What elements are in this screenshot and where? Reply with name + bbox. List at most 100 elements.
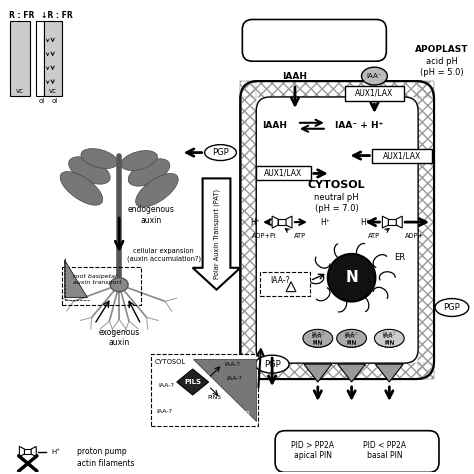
Bar bbox=[240, 81, 256, 379]
Polygon shape bbox=[396, 216, 402, 228]
Text: cellular expansion
(auxin accumulation?): cellular expansion (auxin accumulation?) bbox=[127, 248, 201, 262]
FancyBboxPatch shape bbox=[242, 19, 386, 61]
Polygon shape bbox=[304, 364, 332, 382]
Text: ↓R : FR: ↓R : FR bbox=[41, 11, 73, 20]
Text: vc: vc bbox=[16, 88, 24, 94]
Text: APOPLAST: APOPLAST bbox=[415, 45, 469, 54]
Text: PGP: PGP bbox=[444, 303, 460, 312]
Text: IAA⁻: IAA⁻ bbox=[383, 332, 396, 337]
Polygon shape bbox=[192, 178, 240, 290]
Text: PILS: PILS bbox=[184, 379, 201, 385]
Text: ADP+Pi: ADP+Pi bbox=[252, 233, 276, 239]
Text: Polar Auxin Transport (PAT): Polar Auxin Transport (PAT) bbox=[213, 189, 220, 279]
Text: AUX1/LAX: AUX1/LAX bbox=[356, 89, 393, 98]
Ellipse shape bbox=[60, 172, 103, 205]
Bar bbox=[240, 81, 434, 97]
Bar bbox=[260, 272, 310, 296]
Text: H⁺: H⁺ bbox=[320, 218, 330, 227]
Polygon shape bbox=[337, 364, 365, 382]
Ellipse shape bbox=[121, 151, 157, 171]
Text: IAA-?: IAA-? bbox=[227, 375, 242, 381]
Bar bbox=[151, 354, 258, 426]
Ellipse shape bbox=[110, 278, 128, 292]
Polygon shape bbox=[31, 447, 36, 456]
Text: PIN: PIN bbox=[346, 341, 357, 346]
Text: H⁺: H⁺ bbox=[361, 218, 371, 227]
Text: vc: vc bbox=[49, 88, 56, 94]
Text: IAA⁻
PIN: IAA⁻ PIN bbox=[311, 334, 325, 345]
Ellipse shape bbox=[337, 329, 366, 347]
Polygon shape bbox=[177, 369, 209, 395]
Ellipse shape bbox=[304, 331, 332, 347]
Text: IAA-?: IAA-? bbox=[159, 383, 175, 389]
Text: ol: ol bbox=[52, 98, 58, 104]
Ellipse shape bbox=[69, 157, 110, 184]
Text: IAA⁻ + H⁺: IAA⁻ + H⁺ bbox=[336, 121, 383, 130]
Ellipse shape bbox=[255, 355, 289, 373]
Text: IAAH: IAAH bbox=[283, 72, 308, 81]
Polygon shape bbox=[272, 216, 278, 228]
Text: IAA-?: IAA-? bbox=[224, 362, 240, 366]
Text: PIN5: PIN5 bbox=[208, 395, 221, 401]
FancyBboxPatch shape bbox=[240, 81, 434, 379]
Text: IAA⁻
PIN: IAA⁻ PIN bbox=[383, 334, 396, 345]
Text: IAAH: IAAH bbox=[263, 121, 288, 130]
Bar bbox=[25, 449, 31, 454]
Text: proton pump: proton pump bbox=[77, 447, 127, 456]
Ellipse shape bbox=[337, 331, 365, 347]
Polygon shape bbox=[192, 359, 256, 421]
Text: (pH = 5.0): (pH = 5.0) bbox=[420, 68, 464, 77]
Bar bbox=[388, 219, 396, 225]
Bar bbox=[10, 21, 30, 96]
Bar bbox=[44, 21, 62, 96]
Text: endogenous
auxin: endogenous auxin bbox=[128, 205, 174, 225]
Polygon shape bbox=[64, 260, 87, 298]
Text: IAA-?: IAA-? bbox=[157, 409, 173, 414]
Ellipse shape bbox=[375, 331, 403, 347]
Ellipse shape bbox=[435, 299, 469, 317]
Ellipse shape bbox=[128, 159, 170, 186]
Ellipse shape bbox=[81, 149, 118, 168]
Ellipse shape bbox=[303, 329, 333, 347]
Text: ATP: ATP bbox=[368, 233, 381, 239]
Text: PIN: PIN bbox=[384, 341, 394, 346]
Polygon shape bbox=[286, 216, 292, 228]
Text: root basipetal
auxin transport: root basipetal auxin transport bbox=[73, 274, 121, 285]
Text: ol: ol bbox=[38, 98, 45, 104]
Text: IAA⁻
PIN: IAA⁻ PIN bbox=[345, 334, 358, 345]
Text: actin filaments: actin filaments bbox=[77, 459, 135, 468]
Text: ER: ER bbox=[242, 411, 251, 417]
Polygon shape bbox=[19, 447, 25, 456]
Text: IAA-?: IAA-? bbox=[270, 276, 290, 285]
Text: R : FR: R : FR bbox=[9, 11, 35, 20]
Ellipse shape bbox=[136, 173, 178, 207]
Bar bbox=[278, 219, 286, 225]
Bar bbox=[240, 363, 434, 379]
Ellipse shape bbox=[374, 329, 404, 347]
Text: ADP+: ADP+ bbox=[405, 233, 424, 239]
Text: ER: ER bbox=[394, 254, 405, 262]
Bar bbox=[256, 166, 311, 181]
Text: N: N bbox=[345, 270, 358, 285]
Text: IAA⁻: IAA⁻ bbox=[345, 332, 358, 337]
Polygon shape bbox=[286, 282, 296, 292]
Text: H⁺: H⁺ bbox=[52, 448, 61, 455]
Text: IAA⁻: IAA⁻ bbox=[367, 73, 382, 79]
Text: ATP: ATP bbox=[294, 233, 306, 239]
Text: PGP: PGP bbox=[212, 148, 229, 157]
Text: PID > PP2A
apical PIN: PID > PP2A apical PIN bbox=[292, 441, 334, 460]
Text: (pH = 7.0): (pH = 7.0) bbox=[315, 204, 358, 213]
Bar bbox=[345, 86, 404, 101]
Text: PIN: PIN bbox=[313, 341, 323, 346]
Text: PID < PP2A
basal PIN: PID < PP2A basal PIN bbox=[363, 441, 406, 460]
Text: CYTOSOL: CYTOSOL bbox=[308, 180, 365, 191]
Text: AUX1/LAX: AUX1/LAX bbox=[383, 151, 421, 160]
Text: acid pH: acid pH bbox=[426, 57, 458, 66]
FancyBboxPatch shape bbox=[256, 97, 418, 363]
Circle shape bbox=[328, 254, 375, 301]
Text: AUX1/LAX: AUX1/LAX bbox=[264, 169, 302, 178]
Text: IAA⁻: IAA⁻ bbox=[311, 332, 325, 337]
Text: PGP: PGP bbox=[264, 360, 281, 369]
Bar bbox=[36, 21, 44, 96]
Ellipse shape bbox=[205, 145, 237, 161]
